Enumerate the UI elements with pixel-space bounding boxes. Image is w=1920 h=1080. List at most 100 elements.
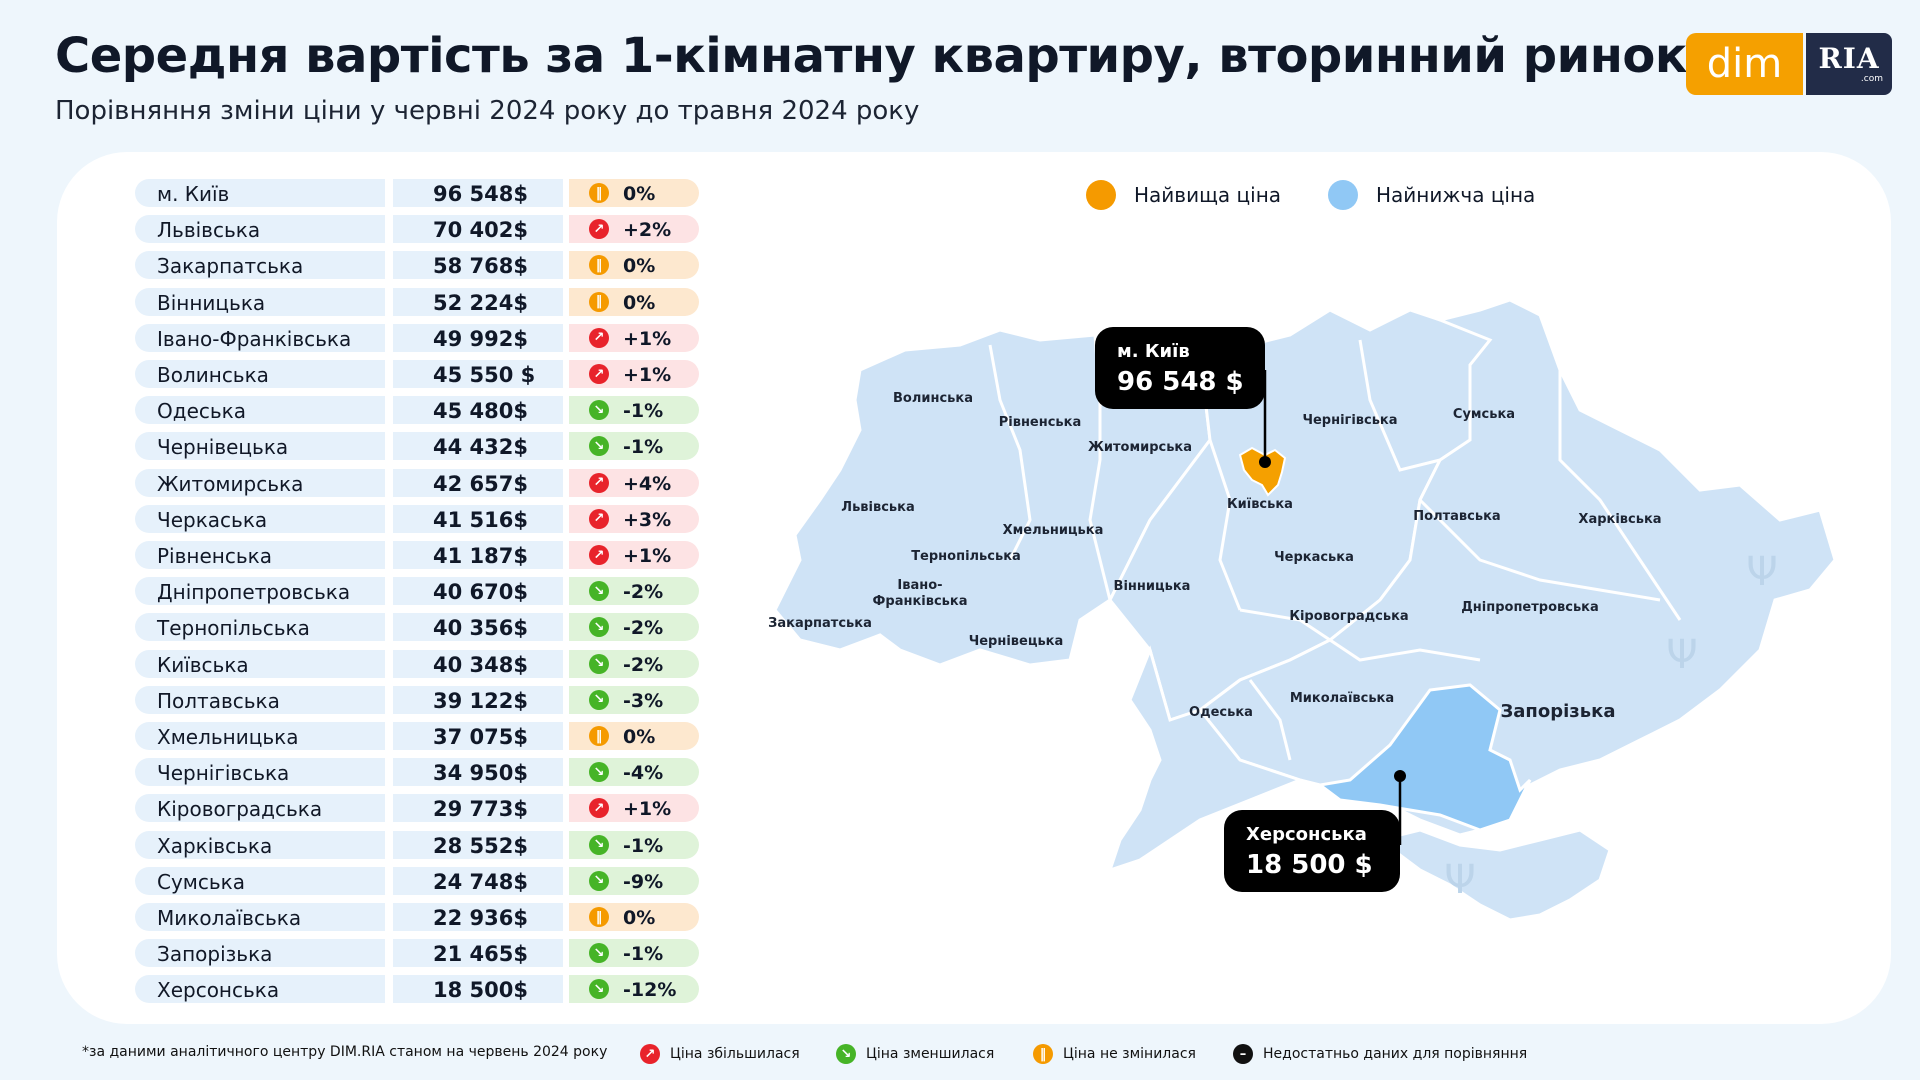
price-cell: 42 657$ (393, 468, 563, 497)
price-cell: 40 356$ (393, 613, 563, 642)
table-row: Одеська 45 480$ ↘ -1% (135, 396, 699, 425)
legend-lowest: Найнижча ціна (1328, 180, 1535, 210)
trident-icon: Ψ (1666, 632, 1697, 678)
map-regions (773, 298, 1837, 922)
arrow-up-icon: ↗ (640, 1044, 660, 1064)
table-row: Закарпатська 58 768$ ‖ 0% (135, 251, 699, 280)
change-value: -4% (623, 762, 664, 785)
dimria-logo[interactable]: dim RIA .com (1686, 33, 1892, 95)
region-name-cell: Житомирська (135, 468, 385, 497)
price-cell: 22 936$ (393, 903, 563, 931)
region-name-cell: Тернопільська (135, 613, 385, 642)
footer-note: *за даними аналітичного центру DIM.RIA с… (82, 1044, 607, 1060)
region-border-line (1558, 370, 1682, 621)
table-row: Хмельницька 37 075$ ‖ 0% (135, 722, 699, 750)
logo-ria-text: RIA (1818, 41, 1880, 75)
change-cell: ↘ -2% (569, 577, 699, 606)
change-cell: ‖ 0% (569, 251, 699, 280)
price-value: 37 075$ (433, 725, 528, 749)
table-row: Львівська 70 402$ ↗ +2% (135, 215, 699, 244)
price-cell: 34 950$ (393, 758, 563, 787)
price-cell: 45 480$ (393, 396, 563, 425)
change-cell: ‖ 0% (569, 722, 699, 750)
price-value: 24 748$ (433, 869, 528, 894)
region-name-cell: Волинська (135, 360, 385, 388)
trend-up-icon: ↗ (589, 219, 609, 240)
region-name: Кіровоградська (157, 797, 323, 822)
price-cell: 24 748$ (393, 866, 563, 895)
region-name-cell: Запорізька (135, 939, 385, 968)
price-value: 45 480$ (433, 399, 528, 424)
region-name-cell: Кіровоградська (135, 794, 385, 823)
price-value: 70 402$ (433, 218, 528, 243)
change-cell: ↘ -12% (569, 975, 699, 1004)
price-cell: 28 552$ (393, 830, 563, 859)
change-value: +3% (623, 508, 672, 531)
change-cell: ↘ -1% (569, 396, 699, 425)
price-cell: 21 465$ (393, 939, 563, 968)
region-name: Полтавська (157, 688, 280, 713)
region-border-line (1239, 608, 1481, 662)
kherson-callout-value: 18 500 $ (1246, 850, 1373, 880)
change-value: 0% (623, 255, 656, 278)
footer-legend-flat: ‖ Ціна не змінилася (1033, 1044, 1196, 1064)
trend-down-icon: ↘ (589, 581, 609, 602)
table-row: Тернопільська 40 356$ ↘ -2% (135, 613, 699, 642)
change-cell: ↗ +1% (569, 360, 699, 388)
price-cell: 29 773$ (393, 794, 563, 823)
region-name: Миколаївська (157, 906, 302, 930)
price-value: 22 936$ (433, 906, 528, 930)
price-value: 18 500$ (433, 978, 528, 1003)
table-row: Житомирська 42 657$ ↗ +4% (135, 468, 699, 497)
price-cell: 49 992$ (393, 323, 563, 352)
region-name: Хмельницька (157, 725, 299, 749)
kyiv-city-shape (1238, 446, 1287, 497)
footer-legend-down: ↘ Ціна зменшилася (836, 1044, 994, 1064)
change-cell: ↗ +1% (569, 323, 699, 352)
region-border-line (1418, 498, 1661, 602)
change-cell: ↘ -3% (569, 685, 699, 714)
region-name: Одеська (157, 399, 246, 424)
region-border-line (988, 344, 1032, 561)
region-border-line (1208, 439, 1242, 611)
region-name-cell: Івано-Франківська (135, 323, 385, 352)
change-cell: ↘ -9% (569, 866, 699, 895)
change-cell: ↘ -4% (569, 758, 699, 787)
page-subtitle: Порівняння зміни ціни у червні 2024 року… (55, 96, 920, 126)
region-name: Івано-Франківська (157, 326, 352, 351)
map-label: Чернівецька (969, 634, 1064, 649)
kherson-callout: Херсонська 18 500 $ (1224, 810, 1400, 892)
kyiv-callout-value: 96 548 $ (1117, 367, 1244, 397)
price-cell: 18 500$ (393, 975, 563, 1004)
table-row: Кіровоградська 29 773$ ↗ +1% (135, 794, 699, 823)
footer-legend-na: – Недостатньо даних для порівняння (1233, 1044, 1527, 1064)
trend-down-icon: ↘ (589, 943, 609, 964)
region-name-cell: Харківська (135, 830, 385, 859)
change-cell: ↗ +2% (569, 215, 699, 244)
price-value: 45 550 $ (433, 363, 536, 387)
footer-na-label: Недостатньо даних для порівняння (1263, 1046, 1528, 1062)
table-row: Полтавська 39 122$ ↘ -3% (135, 685, 699, 714)
map-labels: Волинська Рівненська Житомирська Чернігівсь… (768, 391, 1661, 722)
region-name: Закарпатська (157, 254, 304, 279)
kyiv-callout: м. Київ 96 548 $ (1095, 327, 1265, 409)
price-value: 28 552$ (433, 833, 528, 858)
trend-flat-icon: ‖ (589, 255, 609, 276)
table-row: Чернівецька 44 432$ ↘ -1% (135, 432, 699, 461)
trend-down-icon: ↘ (589, 979, 609, 1000)
change-cell: ↗ +1% (569, 541, 699, 569)
region-name-cell: Закарпатська (135, 251, 385, 280)
change-value: 0% (623, 726, 656, 748)
change-value: -1% (623, 400, 664, 423)
region-name: Сумська (157, 869, 246, 894)
price-value: 44 432$ (433, 435, 528, 460)
map-label: Полтавська (1413, 509, 1500, 524)
region-name-cell: Дніпропетровська (135, 577, 385, 606)
map-label: Запорізька (1501, 701, 1616, 722)
price-value: 58 768$ (433, 254, 528, 279)
region-name: Вінницька (157, 290, 266, 315)
table-row: Волинська 45 550 $ ↗ +1% (135, 360, 699, 388)
trend-down-icon: ↘ (589, 617, 609, 638)
price-cell: 37 075$ (393, 722, 563, 750)
